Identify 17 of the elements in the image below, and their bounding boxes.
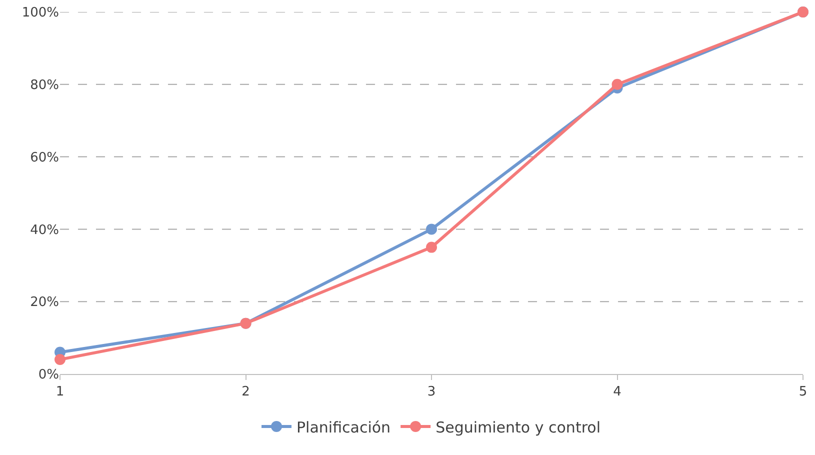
x-tick-label: 4 [613,384,622,400]
y-tick-label: 100% [22,6,59,21]
y-tick-label: 0% [38,368,59,383]
point [426,224,437,235]
point [612,78,623,90]
y-tick-label: 20% [30,295,59,310]
y-tick-label: 80% [30,78,59,93]
y-tick-label: 40% [30,222,59,238]
y-tick-label: 60% [30,150,59,166]
x-tick-label: 5 [798,384,808,400]
x-tick-label: 1 [56,384,64,400]
x-tick-label: 3 [427,384,436,400]
legend-label: Planificación [296,418,391,436]
point [426,242,437,253]
point [54,354,66,366]
legend-label: Seguimiento y control [436,418,601,436]
x-tick-label: 2 [242,384,250,400]
